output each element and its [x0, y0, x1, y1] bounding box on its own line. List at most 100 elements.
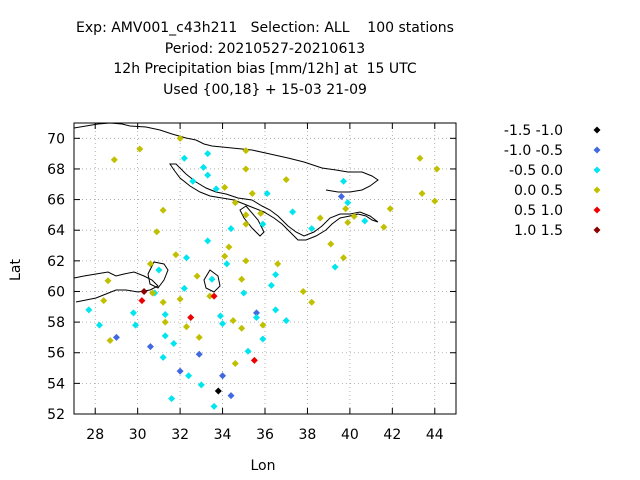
data-point-series-3 [238, 275, 246, 283]
data-point-series-3 [231, 359, 239, 367]
grid-lines [74, 123, 456, 415]
y-tick-label: 64 [47, 223, 65, 239]
data-point-series-1 [253, 309, 261, 317]
data-point-series-2 [212, 185, 220, 193]
data-point-series-3 [416, 154, 424, 162]
data-point-series-2 [208, 275, 216, 283]
legend-marker [593, 146, 601, 154]
y-tick-label: 68 [47, 162, 65, 178]
y-tick-label: 66 [47, 193, 65, 209]
coastline-north [73, 122, 379, 193]
data-point-series-2 [161, 310, 169, 318]
x-tick-label: 38 [299, 427, 317, 443]
coastline-white-sea [169, 163, 379, 241]
data-point-series-3 [221, 252, 229, 260]
data-point-series-2 [185, 372, 193, 380]
y-axis-label: Lat [8, 259, 24, 281]
legend-marker [593, 126, 601, 134]
data-point-series-3 [104, 277, 112, 285]
data-point-series-2 [155, 266, 163, 274]
data-point-series-2 [204, 237, 212, 245]
data-point-series-2 [361, 217, 369, 225]
tick-marks [74, 123, 456, 415]
data-point-series-3 [344, 219, 352, 227]
data-point-series-3 [242, 211, 250, 219]
legend-label: 1.0 1.5 [514, 223, 563, 239]
data-point-series-1 [337, 193, 345, 201]
y-tick-label: 62 [47, 254, 65, 270]
data-point-series-2 [219, 320, 227, 328]
data-point-series-3 [274, 260, 282, 268]
data-point-series-2 [210, 402, 218, 410]
x-tick-label: 44 [426, 427, 444, 443]
data-point-series-3 [146, 260, 154, 268]
data-point-series-3 [327, 240, 335, 248]
legend-marker [593, 226, 601, 234]
data-point-series-3 [176, 295, 184, 303]
data-point-series-3 [238, 324, 246, 332]
data-point-series-3 [431, 197, 439, 205]
coastline-gulf-of-finland [73, 271, 159, 303]
x-axis-label: Lon [251, 458, 276, 474]
data-point-series-3 [350, 212, 358, 220]
title-line-3: 12h Precipitation bias [mm/12h] at 15 UT… [113, 61, 417, 77]
data-point-series-2 [182, 254, 190, 262]
x-tick-label: 42 [383, 427, 401, 443]
y-tick-labels: 52 54 56 58 60 62 64 66 68 70 [47, 131, 65, 423]
data-point-series-3 [433, 165, 441, 173]
data-point-series-3 [193, 272, 201, 280]
title-line-2: Period: 20210527-20210613 [164, 40, 366, 57]
data-point-series-3 [159, 206, 167, 214]
data-point-series-3 [257, 209, 265, 217]
data-point-series-3 [231, 199, 239, 207]
x-tick-label: 36 [256, 427, 274, 443]
data-point-series-2 [263, 189, 271, 197]
data-point-series-2 [197, 381, 205, 389]
data-point-series-2 [227, 225, 235, 233]
x-tick-labels: 28 30 32 34 36 38 40 42 44 [86, 427, 443, 443]
data-point-series-2 [308, 225, 316, 233]
data-point-series-3 [225, 243, 233, 251]
plot-frame [73, 122, 457, 415]
data-point-series-2 [180, 284, 188, 292]
legend: -1.5 -1.0 -1.0 -0.5 -0.5 0.0 0.0 0.5 0.5 1.0… [504, 123, 601, 239]
data-point-series-3 [299, 287, 307, 295]
data-point-series-3 [316, 214, 324, 222]
data-point-series-1 [219, 372, 227, 380]
data-point-series-2 [216, 312, 224, 320]
legend-label: 0.5 1.0 [514, 203, 563, 219]
y-tick-label: 56 [47, 346, 65, 362]
chart-title: Exp: AMV001_c43h211 Selection: ALL 100 s… [40, 18, 490, 100]
data-point-series-1 [195, 350, 203, 358]
x-tick-label: 30 [129, 427, 147, 443]
legend-label: -1.0 -0.5 [504, 143, 563, 159]
legend-label: 0.0 0.5 [514, 183, 563, 199]
data-point-series-2 [253, 314, 261, 322]
data-point-series-3 [386, 205, 394, 213]
data-point-series-3 [282, 176, 290, 184]
data-point-series-2 [204, 171, 212, 179]
data-point-series-3 [195, 333, 203, 341]
data-point-series-2 [95, 321, 103, 329]
data-point-series-2 [180, 154, 188, 162]
data-point-series-4 [187, 314, 195, 322]
data-point-series-2 [170, 340, 178, 348]
data-point-series-2 [289, 208, 297, 216]
legend-label: -0.5 0.0 [509, 163, 563, 179]
lake-ladoga [147, 261, 169, 289]
data-point-series-2 [129, 309, 137, 317]
data-point-series-3 [172, 251, 180, 259]
legend-marker [593, 206, 601, 214]
y-tick-label: 60 [47, 284, 65, 300]
data-points [85, 134, 441, 410]
data-point-series-3 [206, 292, 214, 300]
data-point-series-2 [344, 199, 352, 207]
data-point-series-3 [100, 297, 108, 305]
data-point-series-3 [242, 257, 250, 265]
data-point-series-1 [227, 392, 235, 400]
coastline-map [73, 122, 379, 303]
data-point-series-2 [159, 353, 167, 361]
x-tick-label: 28 [86, 427, 104, 443]
data-point-series-2 [85, 306, 93, 314]
